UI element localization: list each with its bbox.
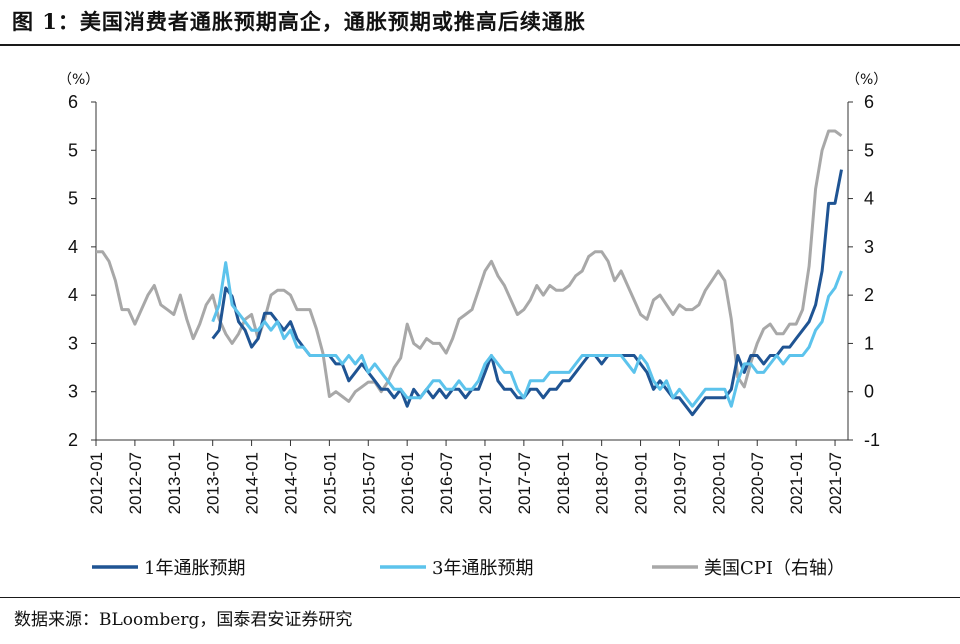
chart-legend: 1年通胀预期 3年通胀预期 美国CPI（右轴） [92,558,845,579]
left-tick-label: 6 [68,92,78,112]
title-divider [0,44,960,46]
left-tick-label: 2 [68,430,78,450]
right-tick-label: 4 [864,189,874,209]
x-tick-label: 2017-01 [476,452,495,514]
left-tick-label: 3 [68,382,78,402]
left-tick-label: 4 [68,285,78,305]
chart-series [96,129,843,417]
series-line-2 [211,261,843,408]
chart: （%） （%） 6 5 5 4 4 3 3 2 6 5 4 3 2 1 0 -1 2012-01 2012-07 201… [58,72,887,579]
x-tick-label: 2015-01 [320,452,339,514]
x-tick-label: 2012-01 [87,452,106,514]
left-tick-label: 4 [68,237,78,257]
left-tick-label: 3 [68,333,78,353]
x-tick-label: 2018-01 [554,452,573,514]
x-tick-label: 2015-07 [359,452,378,514]
legend-label-1: 1年通胀预期 [144,558,245,579]
x-tick-label: 2019-01 [632,452,651,514]
source-divider [0,597,960,598]
x-tick-label: 2014-01 [243,452,262,514]
legend-label-2: 3年通胀预期 [432,558,533,579]
right-tick-label: 6 [864,92,874,112]
left-tick-label: 5 [68,140,78,160]
x-tick-label: 2013-01 [165,452,184,514]
legend-label-3: 美国CPI（右轴） [704,558,845,579]
right-tick-label: 0 [864,382,874,402]
x-tick-label: 2019-07 [670,452,689,514]
x-tick-label: 2017-07 [515,452,534,514]
right-tick-label: 5 [864,140,874,160]
series-line-3 [96,129,843,403]
x-tick-label: 2020-07 [748,452,767,514]
chart-axes [95,102,849,441]
x-tick-label: 2013-07 [204,452,223,514]
chart-ticks: （%） （%） 6 5 5 4 4 3 3 2 6 5 4 3 2 1 0 -1 2012-01 2012-07 201… [58,72,887,514]
x-tick-label: 2020-01 [709,452,728,514]
x-tick-label: 2016-01 [398,452,417,514]
right-tick-label: 2 [864,285,874,305]
x-tick-label: 2018-07 [593,452,612,514]
right-axis-unit: （%） [846,72,887,88]
x-tick-label: 2012-07 [126,452,145,514]
right-tick-label: -1 [864,430,880,450]
x-tick-label: 2016-07 [437,452,456,514]
left-axis-unit: （%） [58,72,99,88]
x-tick-label: 2021-01 [787,452,806,514]
right-tick-label: 3 [864,237,874,257]
figure-title: 图 1：美国消费者通胀预期高企，通胀预期或推高后续通胀 [12,9,586,34]
x-tick-label: 2014-07 [281,452,300,514]
left-tick-label: 5 [68,189,78,209]
source-note: 数据来源：BLoomberg，国泰君安证券研究 [14,610,353,630]
x-tick-label: 2021-07 [826,452,845,514]
right-tick-label: 1 [864,333,874,353]
